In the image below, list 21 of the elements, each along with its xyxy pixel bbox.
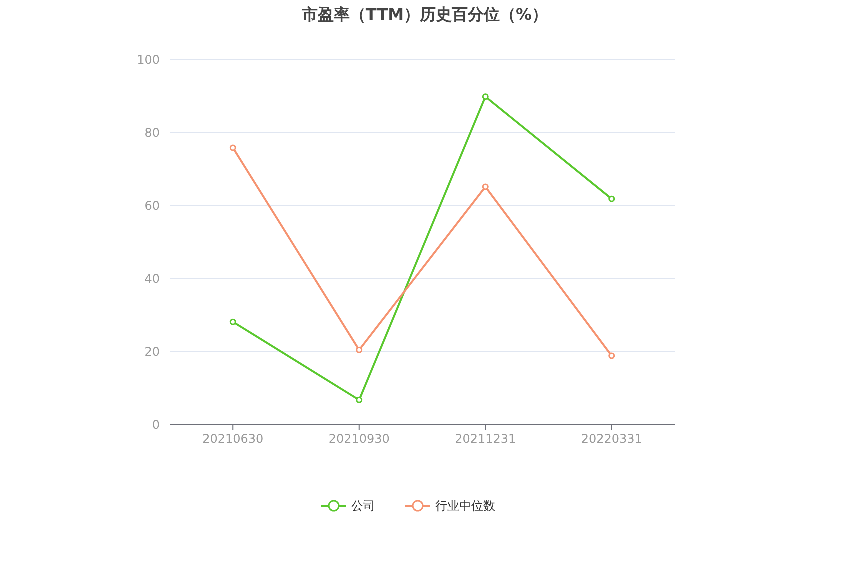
legend-label: 公司 — [352, 499, 376, 514]
x-tick-label: 20220331 — [581, 432, 642, 446]
point — [608, 352, 616, 360]
x-tick-label: 20210930 — [328, 432, 390, 446]
point — [608, 196, 616, 202]
point — [356, 396, 363, 404]
chart-title: 市盈率（TTM）历史百分位（%） — [300, 5, 548, 24]
y-tick-label: 0 — [152, 418, 160, 432]
y-tick-label: 60 — [144, 199, 160, 214]
y-tick-label: 80 — [144, 126, 160, 140]
point — [482, 94, 489, 100]
point — [230, 144, 236, 152]
x-tick-label: 20211231 — [455, 432, 516, 446]
y-tick-label: 40 — [144, 272, 160, 286]
y-tick-label: 100 — [137, 53, 160, 68]
y-tick-label: 20 — [144, 345, 160, 360]
point — [230, 318, 236, 326]
point — [482, 184, 489, 190]
point — [356, 346, 363, 354]
legend-label: 行业中位数 — [436, 499, 496, 514]
x-tick-label: 20210630 — [202, 432, 264, 446]
